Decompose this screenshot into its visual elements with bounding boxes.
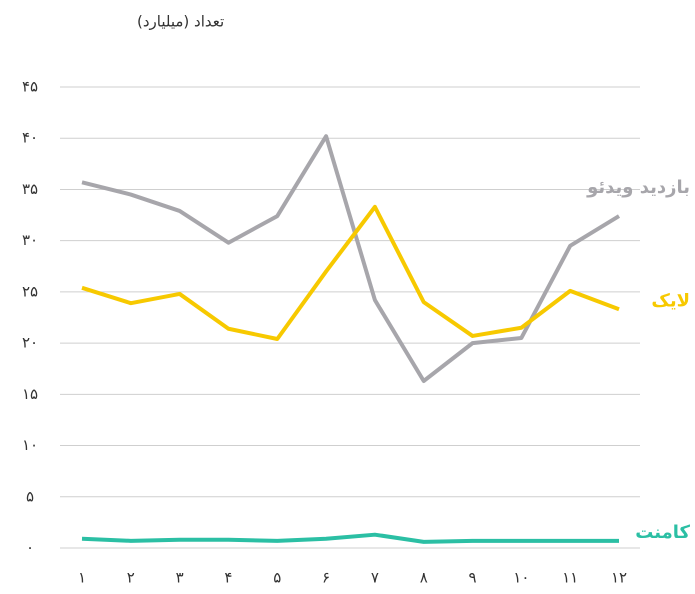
y-tick-label: ۲۵: [22, 282, 38, 300]
series-label: لایک: [651, 290, 690, 311]
x-tick-label: ۴: [224, 569, 232, 587]
x-tick-label: ۵: [273, 569, 281, 587]
y-tick-label: ۰: [26, 539, 34, 557]
x-tick-label: ۱: [78, 569, 86, 587]
y-axis-title: تعداد (میلیارد): [137, 13, 224, 31]
y-tick-label: ۴۰: [22, 129, 38, 147]
x-tick-label: ۲: [127, 569, 135, 587]
series-line: [81, 532, 619, 544]
x-tick-label: ۷: [371, 569, 379, 587]
y-tick-label: ۱۵: [22, 385, 38, 403]
series-line: [81, 204, 620, 342]
x-tick-label: ۶: [322, 569, 330, 587]
y-tick-label: ۳۰: [22, 231, 38, 249]
series-line: [81, 134, 621, 384]
series-label: بازدید ویدئو: [586, 177, 690, 198]
x-tick-label: ۱۱: [562, 569, 578, 587]
x-tick-label: ۹: [469, 569, 477, 587]
y-tick-label: ۳۵: [22, 180, 38, 198]
x-tick-label: ۱۲: [611, 569, 627, 587]
x-tick-label: ۳: [176, 569, 184, 587]
x-tick-label: ۸: [420, 569, 428, 587]
y-tick-label: ۵: [26, 487, 34, 505]
x-tick-label: ۱۰: [513, 569, 529, 587]
y-tick-label: ۱۰: [22, 436, 38, 454]
y-tick-label: ۴۵: [22, 78, 38, 96]
series-label: کامنت: [635, 522, 690, 543]
y-tick-label: ۲۰: [22, 334, 38, 352]
